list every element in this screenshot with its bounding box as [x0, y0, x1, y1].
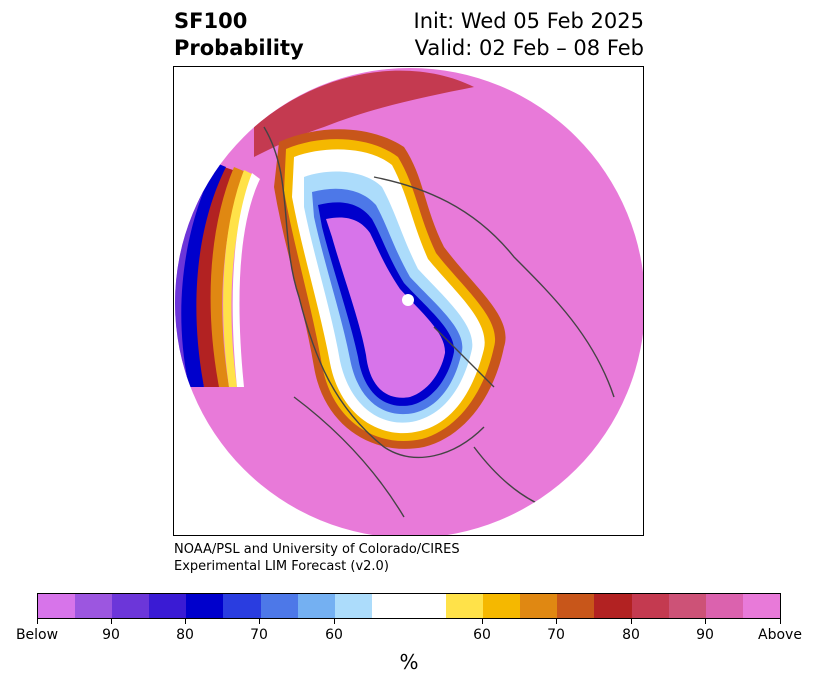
colorbar-tick — [37, 619, 38, 624]
colorbar-tick — [185, 619, 186, 624]
title-right: Init: Wed 05 Feb 2025 Valid: 02 Feb – 08… — [414, 8, 644, 62]
band-left-below-90 — [175, 159, 216, 387]
band-left-neutral — [232, 173, 260, 387]
band-left-60 — [223, 170, 254, 387]
colorbar — [37, 593, 781, 619]
map-panel — [173, 66, 644, 536]
colorbar-tick — [111, 619, 112, 624]
colorbar-segment — [446, 594, 484, 618]
colorbar-segment — [520, 594, 558, 618]
forecast-field — [175, 68, 643, 535]
colorbar-segment — [557, 594, 595, 618]
colorbar-segment — [742, 594, 780, 618]
colorbar-segment — [631, 594, 669, 618]
colorbar-segment — [705, 594, 743, 618]
colorbar-segment — [297, 594, 335, 618]
pole-hole — [402, 294, 414, 306]
colorbar-tick-label: 70 — [250, 627, 268, 643]
credit-text: NOAA/PSL and University of Colorado/CIRE… — [174, 541, 460, 575]
valid-range: Valid: 02 Feb – 08 Feb — [414, 36, 644, 60]
colorbar-tick-label: Above — [758, 627, 802, 643]
colorbar-segment — [75, 594, 113, 618]
credit-line-1: NOAA/PSL and University of Colorado/CIRE… — [174, 542, 460, 557]
init-date: Init: Wed 05 Feb 2025 — [413, 9, 644, 33]
colorbar-segment — [668, 594, 706, 618]
colorbar-segment — [594, 594, 632, 618]
colorbar-tick-label: 80 — [176, 627, 194, 643]
colorbar-tick — [334, 619, 335, 624]
band-left-below-80 — [179, 162, 226, 387]
colorbar-segment — [483, 594, 521, 618]
colorbar-tick-label: 80 — [622, 627, 640, 643]
colorbar-segment — [186, 594, 224, 618]
colorbar-segment — [149, 594, 187, 618]
probability-map — [175, 68, 643, 535]
colorbar-tick-label: 70 — [547, 627, 565, 643]
colorbar-tick — [482, 619, 483, 624]
colorbar-tick — [631, 619, 632, 624]
band-left-70 — [210, 167, 246, 387]
colorbar-tick — [705, 619, 706, 624]
colorbar-tick — [259, 619, 260, 624]
colorbar-segment — [371, 594, 447, 618]
colorbar-segment — [112, 594, 150, 618]
title-left: SF100 Probability — [174, 8, 304, 62]
colorbar-tick — [780, 619, 781, 624]
colorbar-segment — [38, 594, 76, 618]
colorbar-tick-label: 60 — [473, 627, 491, 643]
band-above-80 — [254, 70, 474, 157]
colorbar-segment — [223, 594, 261, 618]
colorbar-segment — [260, 594, 298, 618]
colorbar-tick-label: 90 — [696, 627, 714, 643]
below-normal-region — [326, 217, 446, 398]
colorbar-tick-label: 90 — [102, 627, 120, 643]
colorbar-unit-label: % — [399, 650, 419, 674]
coastlines — [263, 126, 615, 518]
colorbar-segment — [334, 594, 372, 618]
colorbar-tick-label: 60 — [325, 627, 343, 643]
colorbar-tick-label: Below — [15, 627, 59, 643]
credit-line-2: Experimental LIM Forecast (v2.0) — [174, 559, 389, 574]
colorbar-tick — [556, 619, 557, 624]
variable-name: SF100 — [174, 9, 248, 33]
variable-kind: Probability — [174, 36, 304, 60]
